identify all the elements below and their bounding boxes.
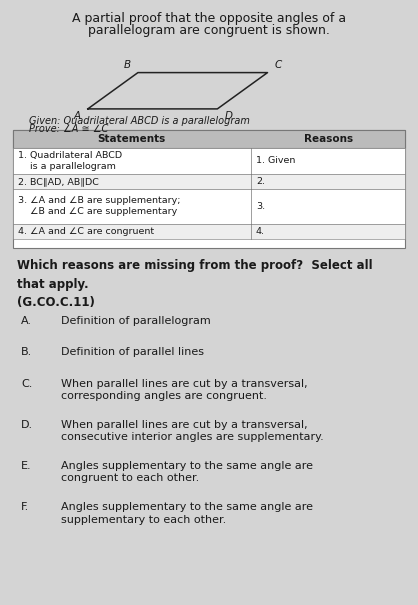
Bar — [13, 174, 405, 189]
Text: Definition of parallelogram: Definition of parallelogram — [61, 316, 210, 326]
Text: 2.: 2. — [256, 177, 265, 186]
Text: Which reasons are missing from the proof?  Select all: Which reasons are missing from the proof… — [17, 259, 372, 272]
Text: (G.CO.C.11): (G.CO.C.11) — [17, 296, 94, 309]
Text: Statements: Statements — [97, 134, 166, 144]
Text: 1. Given: 1. Given — [256, 157, 295, 165]
Text: F.: F. — [21, 502, 29, 512]
Text: 4.: 4. — [256, 227, 265, 236]
Text: A.: A. — [21, 316, 32, 326]
Text: B: B — [123, 60, 130, 70]
Text: 2. BC∥AD, AB∥DC: 2. BC∥AD, AB∥DC — [18, 177, 98, 186]
Text: C: C — [275, 60, 282, 70]
Text: When parallel lines are cut by a transversal,
corresponding angles are congruent: When parallel lines are cut by a transve… — [61, 379, 307, 401]
Text: 3. ∠A and ∠B are supplementary;
    ∠B and ∠C are supplementary: 3. ∠A and ∠B are supplementary; ∠B and ∠… — [18, 196, 180, 217]
Text: A partial proof that the opposite angles of a: A partial proof that the opposite angles… — [72, 12, 346, 25]
Text: D: D — [225, 111, 233, 122]
Text: Reasons: Reasons — [303, 134, 353, 144]
Text: C.: C. — [21, 379, 32, 389]
Text: 4. ∠A and ∠C are congruent: 4. ∠A and ∠C are congruent — [18, 227, 154, 236]
Text: Given: Quadrilateral ABCD is a parallelogram: Given: Quadrilateral ABCD is a parallelo… — [29, 116, 250, 126]
Text: Prove: ∠A ≅ ∠C: Prove: ∠A ≅ ∠C — [29, 124, 109, 134]
Text: parallelogram are congruent is shown.: parallelogram are congruent is shown. — [88, 24, 330, 36]
Bar — [13, 224, 405, 239]
Text: 3.: 3. — [256, 202, 265, 211]
Text: B.: B. — [21, 347, 32, 358]
Text: When parallel lines are cut by a transversal,
consecutive interior angles are su: When parallel lines are cut by a transve… — [61, 420, 324, 442]
Text: that apply.: that apply. — [17, 278, 88, 291]
Text: Definition of parallel lines: Definition of parallel lines — [61, 347, 204, 358]
Text: Angles supplementary to the same angle are
supplementary to each other.: Angles supplementary to the same angle a… — [61, 502, 313, 525]
Text: Angles supplementary to the same angle are
congruent to each other.: Angles supplementary to the same angle a… — [61, 461, 313, 483]
Text: 1. Quadrilateral ABCD
    is a parallelogram: 1. Quadrilateral ABCD is a parallelogram — [18, 151, 122, 171]
Text: A: A — [73, 111, 80, 122]
Bar — [13, 130, 405, 248]
Text: E.: E. — [21, 461, 31, 471]
Bar — [13, 189, 405, 224]
Text: D.: D. — [21, 420, 33, 430]
Bar — [13, 130, 405, 148]
Bar — [13, 148, 405, 174]
